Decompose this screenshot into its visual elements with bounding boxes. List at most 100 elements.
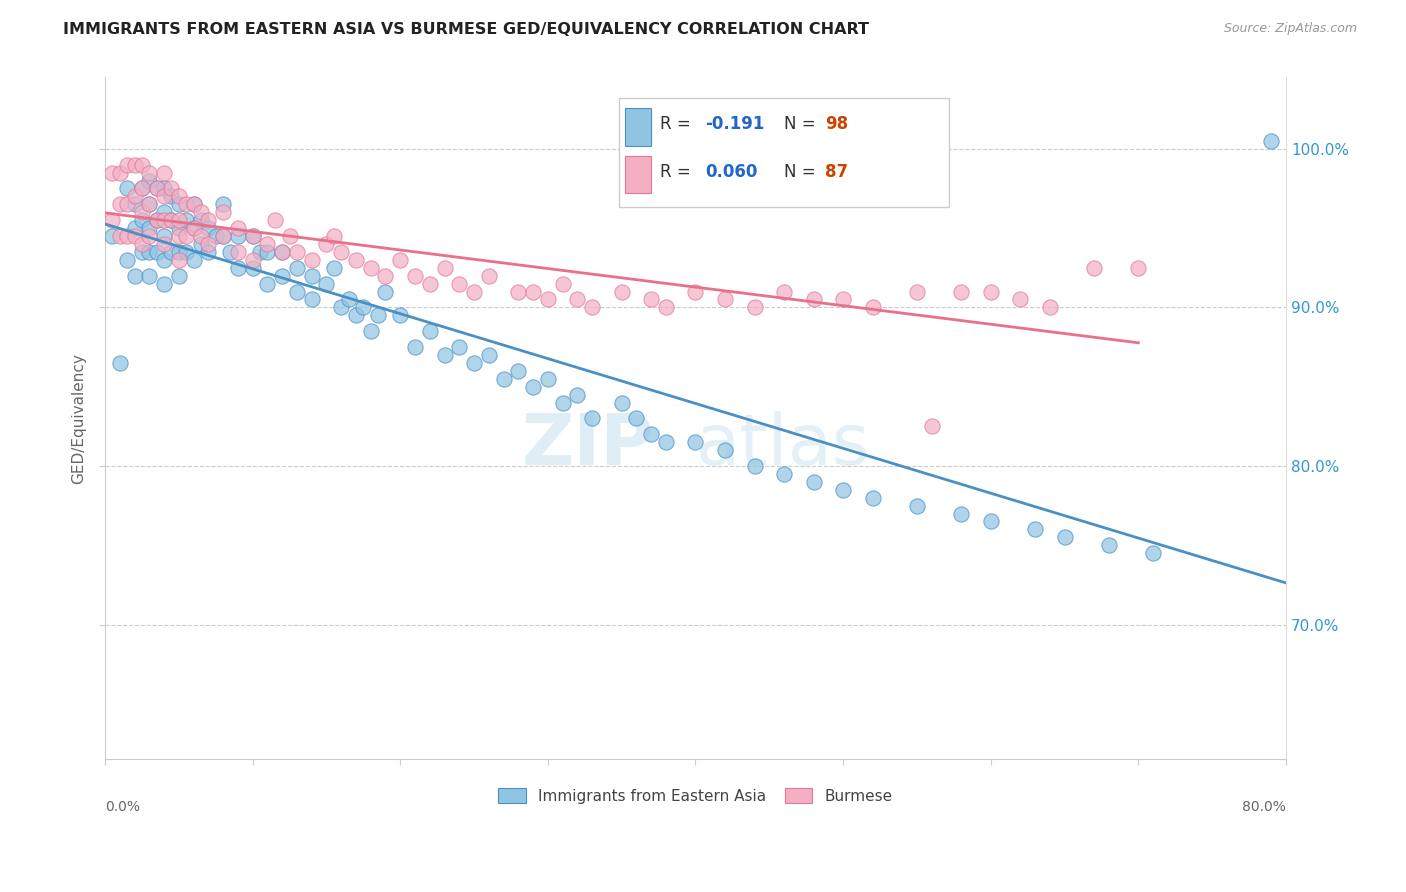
Point bbox=[921, 419, 943, 434]
Point bbox=[301, 252, 323, 267]
Point bbox=[256, 277, 278, 291]
Point bbox=[404, 268, 426, 283]
Point bbox=[115, 252, 138, 267]
Point bbox=[508, 364, 530, 378]
Point bbox=[714, 293, 737, 307]
Point bbox=[463, 356, 485, 370]
Text: Source: ZipAtlas.com: Source: ZipAtlas.com bbox=[1223, 22, 1357, 36]
Point bbox=[315, 277, 337, 291]
Point bbox=[145, 181, 167, 195]
Point bbox=[537, 372, 560, 386]
Point bbox=[315, 236, 337, 251]
Point bbox=[301, 268, 323, 283]
Point bbox=[271, 244, 294, 259]
Point bbox=[101, 165, 124, 179]
Point bbox=[226, 244, 249, 259]
Point bbox=[419, 277, 441, 291]
Point bbox=[714, 443, 737, 458]
Point bbox=[626, 411, 648, 425]
Point bbox=[567, 293, 589, 307]
Text: R =: R = bbox=[659, 115, 696, 133]
Point bbox=[389, 252, 412, 267]
Point bbox=[1024, 523, 1046, 537]
Point bbox=[190, 229, 212, 244]
Point bbox=[153, 213, 176, 227]
Point bbox=[190, 236, 212, 251]
Point bbox=[167, 213, 190, 227]
Point bbox=[138, 229, 160, 244]
Point bbox=[145, 181, 167, 195]
Point bbox=[124, 268, 146, 283]
Point bbox=[226, 229, 249, 244]
Point bbox=[322, 229, 344, 244]
Point bbox=[108, 356, 131, 370]
Point bbox=[101, 229, 124, 244]
Text: atlas: atlas bbox=[696, 411, 870, 480]
Point bbox=[145, 213, 167, 227]
Point bbox=[183, 197, 205, 211]
Point bbox=[330, 244, 353, 259]
Point bbox=[174, 229, 197, 244]
Text: IMMIGRANTS FROM EASTERN ASIA VS BURMESE GED/EQUIVALENCY CORRELATION CHART: IMMIGRANTS FROM EASTERN ASIA VS BURMESE … bbox=[63, 22, 869, 37]
Point bbox=[271, 244, 294, 259]
Text: 87: 87 bbox=[825, 162, 848, 180]
Point bbox=[1039, 301, 1062, 315]
Point bbox=[256, 244, 278, 259]
Point bbox=[492, 372, 515, 386]
Point bbox=[389, 308, 412, 322]
Point bbox=[271, 268, 294, 283]
Point bbox=[183, 221, 205, 235]
Point bbox=[138, 197, 160, 211]
Point bbox=[153, 165, 176, 179]
Point bbox=[197, 221, 219, 235]
Text: 80.0%: 80.0% bbox=[1241, 800, 1286, 814]
Point bbox=[115, 229, 138, 244]
Point bbox=[167, 189, 190, 203]
Point bbox=[285, 285, 308, 299]
Point bbox=[330, 301, 353, 315]
Point bbox=[153, 205, 176, 219]
Point bbox=[551, 395, 574, 409]
Text: 0.0%: 0.0% bbox=[105, 800, 141, 814]
Point bbox=[167, 244, 190, 259]
Point bbox=[980, 515, 1002, 529]
Point bbox=[360, 324, 382, 338]
Point bbox=[115, 197, 138, 211]
Point bbox=[463, 285, 485, 299]
Point bbox=[160, 213, 183, 227]
Point bbox=[160, 213, 183, 227]
Point bbox=[108, 229, 131, 244]
FancyBboxPatch shape bbox=[624, 108, 651, 145]
Point bbox=[167, 268, 190, 283]
Point bbox=[374, 268, 396, 283]
Point bbox=[167, 229, 190, 244]
Point bbox=[344, 252, 367, 267]
Point bbox=[862, 491, 884, 505]
Point bbox=[905, 285, 928, 299]
Point bbox=[124, 229, 146, 244]
Point bbox=[197, 213, 219, 227]
Point bbox=[131, 244, 153, 259]
Point bbox=[950, 285, 973, 299]
Point bbox=[190, 213, 212, 227]
Point bbox=[1260, 134, 1282, 148]
Point bbox=[744, 458, 766, 473]
Point bbox=[478, 268, 501, 283]
Point bbox=[263, 213, 285, 227]
Point bbox=[980, 285, 1002, 299]
Point bbox=[449, 340, 471, 354]
Point bbox=[344, 308, 367, 322]
Point bbox=[803, 293, 825, 307]
Point bbox=[1053, 530, 1076, 544]
Y-axis label: GED/Equivalency: GED/Equivalency bbox=[72, 353, 86, 483]
Point bbox=[1083, 260, 1105, 275]
Point bbox=[352, 301, 374, 315]
Point bbox=[581, 411, 603, 425]
Point bbox=[278, 229, 301, 244]
Point bbox=[285, 244, 308, 259]
Point bbox=[773, 285, 796, 299]
Point bbox=[478, 348, 501, 362]
Point bbox=[1128, 260, 1150, 275]
Point bbox=[108, 165, 131, 179]
Point bbox=[174, 197, 197, 211]
